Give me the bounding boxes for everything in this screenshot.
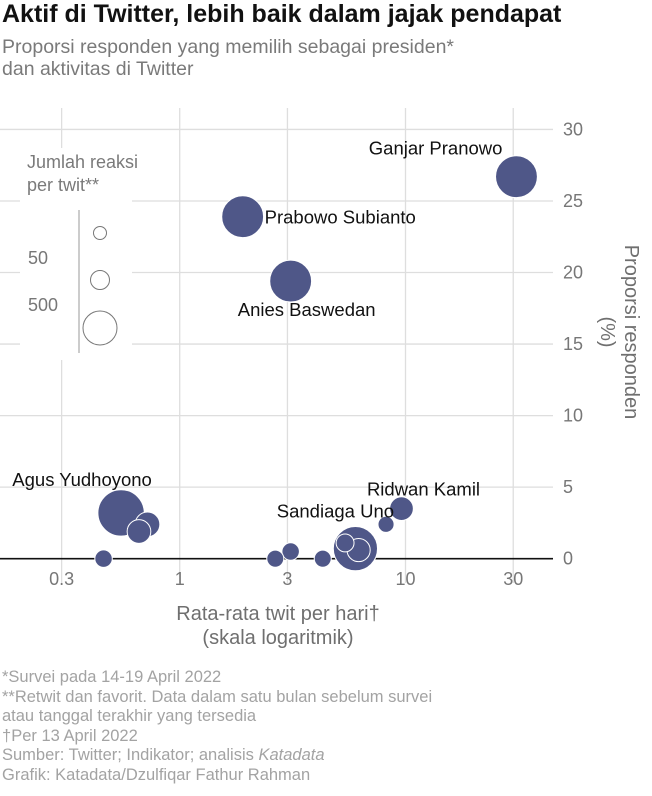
x-tick-label-1: 1 (175, 569, 185, 589)
y-tick-label-5: 5 (563, 477, 573, 497)
x-axis-tick-labels: 0.3 1 3 10 30 (49, 569, 523, 589)
point-unlabeled-10 (266, 549, 285, 568)
y-axis-title-line-2: (%) (596, 316, 618, 347)
size-legend-background (20, 148, 132, 360)
point-prabowo-subianto (221, 195, 265, 239)
point-unlabeled-12 (377, 515, 395, 533)
size-legend: Jumlah reaksi per twit** 50 500 (20, 148, 138, 360)
y-tick-label-0: 0 (563, 549, 573, 569)
footnote-source: Sumber: Twitter; Indikator; analisis Kat… (2, 746, 432, 766)
point-unlabeled-8 (94, 549, 113, 568)
footnote-reactions-cont: atau tanggal terakhir yang tersedia (2, 707, 257, 726)
size-legend-large-circle (82, 310, 118, 346)
y-tick-label-15: 15 (563, 334, 583, 354)
footnote-date-text: Per 13 April 2022 (11, 726, 138, 745)
source-katadata: Katadata (258, 746, 325, 765)
size-legend-small-circle (93, 226, 107, 240)
chart-title: Aktif di Twitter, lebih baik dalam jajak… (2, 0, 562, 28)
point-anies-baswedan (269, 259, 313, 303)
y-axis-title-line-1: Proporsi responden (620, 245, 642, 420)
x-axis-title-line-1: Rata-rata twit per hari† (176, 603, 379, 625)
label-agus-yudhoyono: Agus Yudhoyono (12, 469, 152, 490)
size-legend-label-500: 500 (28, 295, 58, 315)
footnote-survey: *Survei pada 14-19 April 2022 (2, 668, 222, 686)
y-tick-label-25: 25 (563, 191, 583, 211)
point-ganjar-pranowo (495, 155, 538, 199)
point-unlabeled-7 (126, 519, 152, 544)
point-unlabeled-13 (335, 533, 355, 553)
size-legend-medium-circle (90, 270, 110, 290)
x-tick-label-30: 30 (503, 569, 523, 589)
x-axis-title-line-2: (skala logaritmik) (202, 627, 353, 649)
label-anies-baswedan: Anies Baswedan (238, 299, 376, 320)
subtitle-line-1: Proporsi responden yang memilih sebagai … (2, 36, 455, 58)
x-tick-label-10: 10 (395, 569, 415, 589)
data-points (94, 155, 538, 572)
y-tick-label-20: 20 (563, 263, 583, 283)
chart-subtitle: Proporsi responden yang memilih sebagai … (2, 36, 454, 80)
scatter-chart: 0.3 1 3 10 30 0 5 10 15 20 25 30 Ganjar Pranowo Pra… (0, 108, 642, 649)
y-axis-tick-labels: 0 5 10 15 20 25 30 (563, 119, 583, 568)
subtitle-line-2: dan aktivitas di Twitter (2, 58, 194, 80)
y-tick-label-30: 30 (563, 119, 583, 139)
footnote-reactions: **Retwit dan favorit. Data dalam satu bu… (2, 687, 433, 706)
label-sandiaga-uno: Sandiaga Uno (277, 501, 394, 522)
point-ridwan-kamil (389, 496, 414, 521)
y-axis-title: Proporsi responden (%) (596, 245, 642, 420)
footnote-date: †Per 13 April 2022 (2, 727, 432, 747)
point-unlabeled-9 (281, 542, 300, 561)
label-ridwan-kamil: Ridwan Kamil (367, 479, 480, 500)
dagger-mark: † (2, 726, 12, 745)
size-legend-label-50: 50 (28, 248, 48, 268)
label-prabowo-subianto: Prabowo Subianto (265, 207, 416, 228)
y-tick-label-10: 10 (563, 406, 583, 426)
size-legend-title-line-2: per twit** (27, 175, 99, 195)
x-tick-label-0.3: 0.3 (49, 569, 74, 589)
point-labels: Ganjar Pranowo Prabowo Subianto Anies Basw… (12, 138, 502, 522)
source-text: Sumber: Twitter; Indikator; analisis (2, 746, 259, 765)
x-tick-label-3: 3 (282, 569, 292, 589)
footnote-credit: Grafik: Katadata/Dzulfiqar Fathur Rahman (2, 765, 311, 784)
point-unlabeled-11 (313, 549, 332, 568)
label-ganjar-pranowo: Ganjar Pranowo (369, 138, 503, 159)
size-legend-title-line-1: Jumlah reaksi (27, 152, 138, 172)
footnotes: *Survei pada 14-19 April 2022 **Retwit d… (2, 668, 432, 786)
